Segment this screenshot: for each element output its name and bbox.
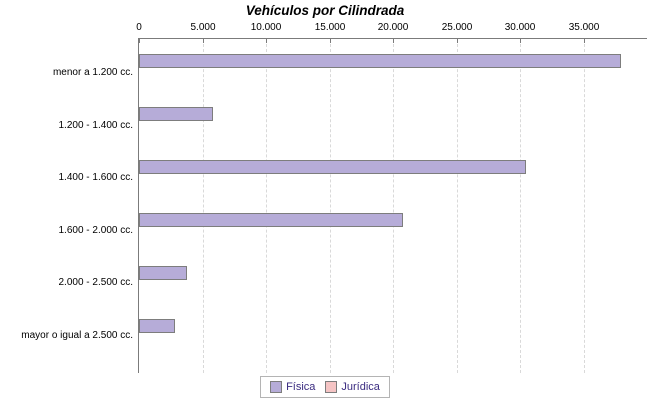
legend-label: Jurídica xyxy=(341,381,380,393)
bar-fisica xyxy=(139,160,526,174)
bar-fisica xyxy=(139,54,621,68)
category-label: mayor o igual a 2.500 cc. xyxy=(21,330,133,341)
x-axis-tick-mark xyxy=(584,39,585,43)
x-axis-tick-label: 20.000 xyxy=(377,22,409,33)
x-axis-tick-mark xyxy=(266,39,267,43)
legend-swatch-icon xyxy=(270,381,283,393)
bar-fisica xyxy=(139,319,175,333)
gridline xyxy=(393,39,394,373)
x-axis-tick-label: 0 xyxy=(136,22,142,33)
x-axis-tick-label: 5.000 xyxy=(190,22,216,33)
x-axis-tick-mark xyxy=(330,39,331,43)
x-axis-tick-label: 30.000 xyxy=(504,22,536,33)
x-axis-tick-mark xyxy=(203,39,204,43)
gridline xyxy=(520,39,521,373)
bar-fisica xyxy=(139,266,187,280)
x-axis-tick-mark xyxy=(393,39,394,43)
bar-fisica xyxy=(139,107,213,121)
x-axis-tick-label: 15.000 xyxy=(314,22,346,33)
legend-item: Jurídica xyxy=(325,381,380,393)
x-axis-tick-label: 25.000 xyxy=(441,22,473,33)
gridline xyxy=(266,39,267,373)
category-label: 1.600 - 2.000 cc. xyxy=(58,225,134,236)
bar-fisica xyxy=(139,213,403,227)
chart-legend: Física Jurídica xyxy=(0,376,650,398)
x-axis-tick-mark xyxy=(139,39,140,43)
category-label: 1.400 - 1.600 cc. xyxy=(58,172,134,183)
legend-item: Física xyxy=(270,381,315,393)
plot-area: 0 5.000 10.000 15.000 20.000 25.000 30.000 35.0… xyxy=(136,22,647,373)
category-label: 1.200 - 1.400 cc. xyxy=(58,120,134,131)
gridline xyxy=(457,39,458,373)
legend-box: Física Jurídica xyxy=(260,376,390,398)
gridline xyxy=(203,39,204,373)
x-axis-tick-label: 35.000 xyxy=(568,22,600,33)
x-axis-tick-mark xyxy=(520,39,521,43)
category-label: menor a 1.200 cc. xyxy=(52,67,133,78)
gridline xyxy=(584,39,585,373)
x-axis-tick-label: 10.000 xyxy=(250,22,282,33)
chart-title: Vehículos por Cilindrada xyxy=(245,3,405,18)
x-axis-tick-mark xyxy=(457,39,458,43)
category-label: 2.000 - 2.500 cc. xyxy=(58,277,134,288)
legend-swatch-icon xyxy=(325,381,338,393)
legend-label: Física xyxy=(286,381,316,393)
gridline xyxy=(330,39,331,373)
